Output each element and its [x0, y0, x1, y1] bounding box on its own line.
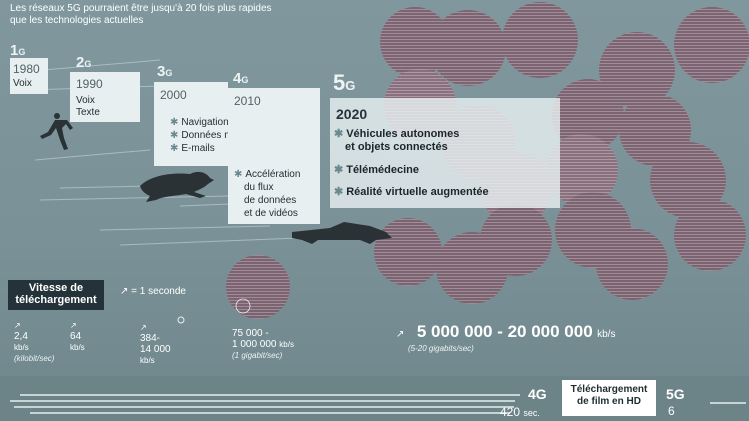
circle-5g: [599, 32, 675, 108]
year-2000: 2000: [160, 88, 187, 102]
circle-3g: [177, 316, 185, 324]
year-2010: 2010: [234, 94, 261, 108]
circle-5g: [480, 204, 552, 276]
generation-3g-features: ✱ Navigation Internet ✱ Données mobiles ✱ E…: [170, 116, 265, 155]
feature-vehicules: ✱ Véhicules autonomes: [334, 128, 460, 140]
speed-3g: ↗ 384- 14 000 kb/s: [140, 322, 171, 366]
download-title-1: Téléchargement: [570, 384, 648, 395]
speed-5g: ↗ 5 000 000 - 20 000 000 kb/s (5-20 giga…: [396, 322, 615, 353]
feature-voix: Voix: [13, 78, 32, 89]
speed-3g-value: 384-: [140, 333, 161, 344]
speed-4g-note: (1 gigabit/sec): [232, 351, 283, 360]
feature-flux: du flux: [244, 182, 274, 193]
speed-5g-value: 5 000 000 - 20 000 000: [416, 322, 593, 341]
dot-icon: ↗: [120, 286, 129, 297]
speed-1g-unit: kb/s: [14, 343, 29, 352]
feature-navigation: ✱ Navigation Internet: [170, 117, 266, 128]
circle-5g: [674, 7, 749, 83]
header-line-1: Les réseaux 5G pourraient être jusqu'à 2…: [10, 3, 272, 14]
header-line-2: que les technologies actuelles: [10, 15, 144, 26]
generation-2g-label: 2G: [76, 54, 92, 71]
circle-5g: [546, 134, 618, 206]
generation-2g-panel: 1990 Voix Texte: [70, 72, 140, 122]
speed-5g-unit: kb/s: [597, 329, 616, 340]
cheetah-icon: [140, 171, 214, 202]
speed-4g-unit: kb/s: [279, 340, 294, 349]
feature-videos: et de vidéos: [244, 208, 298, 219]
download-4g-time: 420 sec.: [500, 405, 540, 419]
dot-icon: ↗: [396, 329, 405, 340]
feature-emails: ✱ E-mails: [170, 143, 215, 154]
circle-5g: [596, 228, 668, 300]
generation-5g-panel: [330, 98, 560, 208]
year-2020: 2020: [336, 106, 368, 122]
generation-1g-panel: 1980 Voix: [10, 58, 48, 94]
feature-texte: Texte: [76, 107, 100, 118]
feature-acceleration: ✱ Accélération: [234, 169, 301, 180]
legend-title-2: téléchargement: [15, 294, 97, 306]
speed-2g-value: 64: [70, 331, 82, 342]
generation-3g-label: 3G: [157, 63, 173, 80]
circle-4g-small: [235, 298, 251, 314]
circle-5g: [374, 218, 442, 286]
feature-voix: Voix: [76, 95, 95, 106]
year-1980: 1980: [13, 62, 40, 76]
race-car-icon: [292, 222, 392, 244]
circle-4g-large: [226, 255, 290, 319]
download-5g-time: 6: [668, 404, 675, 418]
circle-5g: [619, 94, 691, 166]
speed-4g: 75 000 - 1 000 000 kb/s (1 gigabit/sec): [232, 328, 294, 361]
feature-donnees: ✱ Données mobiles: [170, 130, 259, 141]
download-5g-label: 5G: [666, 386, 685, 402]
generation-4g-features: ✱ Accélération du flux de données et de v…: [234, 168, 300, 220]
speed-3g-unit: kb/s: [140, 356, 155, 365]
download-title-box: Téléchargement de film en HD: [562, 380, 656, 416]
runner-icon: [40, 113, 73, 150]
speed-1g-note: (kilobit/sec): [14, 354, 55, 363]
dot-icon: ↗: [140, 323, 147, 332]
generation-1g-label: 1G: [10, 42, 26, 59]
feature-donnees: de données: [244, 195, 297, 206]
generation-4g-panel: 2010: [228, 88, 320, 224]
speed-1g: ↗ 2,4 kb/s (kilobit/sec): [14, 320, 54, 364]
dot-icon: ↗: [14, 321, 21, 330]
legend-dot: ↗ = 1 seconde: [120, 286, 186, 297]
generation-5g-features: ✱ Véhicules autonomes et objets connectés…: [334, 128, 489, 199]
dot-icon: ↗: [70, 321, 77, 330]
speed-2g: ↗ 64 kb/s: [70, 320, 85, 353]
speed-4g-value: 75 000 -: [232, 328, 269, 339]
speed-5g-note: (5-20 gigabits/sec): [408, 344, 474, 353]
circle-5g: [674, 199, 746, 271]
legend-box: Vitesse de téléchargement: [8, 280, 104, 310]
year-1990: 1990: [76, 77, 103, 91]
circle-5g: [502, 2, 578, 78]
speed-3g-value-2: 14 000: [140, 344, 171, 355]
circle-5g: [552, 79, 624, 151]
speed-2g-unit: kb/s: [70, 343, 85, 352]
download-title-2: de film en HD: [577, 396, 641, 407]
feature-realite-virtuelle: ✱ Réalité virtuelle augmentée: [334, 186, 489, 198]
download-4g-label: 4G: [528, 386, 547, 402]
feature-telemedecine: ✱ Télémédecine: [334, 164, 419, 176]
speed-1g-value: 2,4: [14, 331, 28, 342]
legend-dot-meaning: = 1 seconde: [131, 286, 186, 297]
speed-4g-value-2: 1 000 000: [232, 339, 277, 350]
download-dots-graphic: [10, 394, 746, 414]
generation-3g-panel: 2000: [154, 82, 228, 166]
feature-objets: et objets connectés: [345, 141, 448, 153]
circle-5g: [430, 10, 506, 86]
generation-4g-label: 4G: [233, 70, 249, 87]
generation-5g-label: 5G: [333, 70, 356, 95]
legend-title-1: Vitesse de: [28, 282, 84, 294]
